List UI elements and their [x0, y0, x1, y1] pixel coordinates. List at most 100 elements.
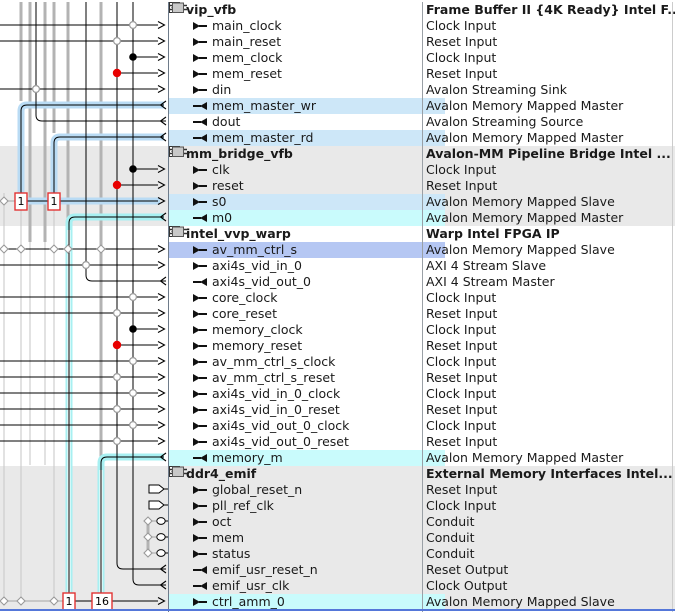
description-cell: Clock Input: [426, 50, 497, 65]
name-cell[interactable]: mem_clock: [169, 50, 445, 66]
port-name: din: [212, 82, 232, 97]
description-cell: Reset Input: [426, 306, 498, 321]
name-cell[interactable]: axi4s_vid_out_0: [169, 274, 445, 290]
name-cell[interactable]: core_clock: [169, 290, 445, 306]
description-cell: Avalon Streaming Source: [426, 114, 584, 129]
name-cell[interactable]: emif_usr_reset_n: [169, 562, 445, 578]
wires: [0, 0, 168, 602]
name-cell[interactable]: main_clock: [169, 18, 445, 34]
input-port-icon: [193, 597, 207, 607]
name-cell[interactable]: av_mm_ctrl_s_reset: [169, 370, 445, 386]
name-cell[interactable]: mem_master_rd: [169, 130, 445, 146]
name-cell[interactable]: vip_vfb: [169, 2, 428, 18]
export-symbols[interactable]: [148, 484, 166, 557]
name-cell[interactable]: axi4s_vid_in_0_reset: [169, 402, 445, 418]
output-port-icon: [193, 133, 207, 143]
highlight-halos: [15, 101, 164, 593]
description-cell: AXI 4 Stream Master: [426, 274, 555, 289]
input-port-icon: [193, 341, 207, 351]
connection-matrix[interactable]: 1 1 1 16: [0, 0, 168, 612]
port-name: axi4s_vid_in_0: [212, 258, 302, 273]
port-name: av_mm_ctrl_s: [212, 242, 298, 257]
input-port-icon: [193, 357, 207, 367]
input-port-icon: [193, 437, 207, 447]
description-cell: Avalon Memory Mapped Master: [426, 98, 624, 113]
port-name: dout: [212, 114, 241, 129]
component-name: ddr4_emif: [186, 466, 257, 481]
description-cell: Reset Input: [426, 66, 498, 81]
description-cell: Clock Input: [426, 418, 497, 433]
input-port-icon: [193, 501, 207, 511]
input-port-icon: [193, 325, 207, 335]
name-cell[interactable]: axi4s_vid_in_0: [169, 258, 445, 274]
description-cell: Avalon Memory Mapped Master: [426, 210, 624, 225]
svg-text:1: 1: [18, 195, 25, 208]
name-cell[interactable]: din: [169, 82, 445, 98]
description-cell: Reset Output: [426, 562, 509, 577]
name-cell[interactable]: oct: [169, 514, 445, 530]
name-cell[interactable]: pll_ref_clk: [169, 498, 445, 514]
description-column-separator[interactable]: [422, 0, 423, 612]
connections-column-separator: [168, 0, 169, 612]
arbitration-boxes[interactable]: 1 1 1 16: [14, 192, 113, 611]
description-cell: Avalon Memory Mapped Slave: [426, 194, 615, 209]
port-name: mem_master_rd: [212, 130, 314, 145]
port-name: clk: [212, 162, 230, 177]
name-cell[interactable]: mem: [169, 530, 445, 546]
name-cell[interactable]: clk: [169, 162, 445, 178]
name-cell[interactable]: memory_clock: [169, 322, 445, 338]
name-cell[interactable]: main_reset: [169, 34, 445, 50]
name-cell[interactable]: mm_bridge_vfb: [169, 146, 428, 162]
port-name: mem_reset: [212, 66, 282, 81]
description-cell: Clock Input: [426, 354, 497, 369]
port-name: core_clock: [212, 290, 278, 305]
name-cell[interactable]: ctrl_amm_0: [169, 594, 445, 610]
component-name: intel_vvp_warp: [186, 226, 291, 241]
description-cell: Clock Input: [426, 386, 497, 401]
name-cell[interactable]: global_reset_n: [169, 482, 445, 498]
svg-text:16: 16: [95, 595, 109, 608]
input-port-icon: [193, 405, 207, 415]
output-chevrons: [159, 100, 167, 590]
name-cell[interactable]: dout: [169, 114, 445, 130]
port-name: core_reset: [212, 306, 277, 321]
name-cell[interactable]: memory_m: [169, 450, 445, 466]
port-name: m0: [212, 210, 233, 225]
output-port-icon: [193, 453, 207, 463]
name-cell[interactable]: reset: [169, 178, 445, 194]
junction-markers[interactable]: [0, 21, 153, 606]
name-cell[interactable]: axi4s_vid_in_0_clock: [169, 386, 445, 402]
name-cell[interactable]: core_reset: [169, 306, 445, 322]
port-name: reset: [212, 178, 244, 193]
input-port-icon: [193, 53, 207, 63]
name-cell[interactable]: m0: [169, 210, 445, 226]
input-port-icon: [193, 517, 207, 527]
name-cell[interactable]: av_mm_ctrl_s: [169, 242, 445, 258]
name-cell[interactable]: emif_usr_clk: [169, 578, 445, 594]
port-name: axi4s_vid_in_0_clock: [212, 386, 341, 401]
name-cell[interactable]: ddr4_emif: [169, 466, 428, 482]
description-cell: Clock Input: [426, 162, 497, 177]
input-port-icon: [193, 165, 207, 175]
name-cell[interactable]: memory_reset: [169, 338, 445, 354]
name-cell[interactable]: mem_master_wr: [169, 98, 445, 114]
port-name: s0: [212, 194, 227, 209]
port-name: axi4s_vid_out_0_clock: [212, 418, 350, 433]
name-cell[interactable]: axi4s_vid_out_0_clock: [169, 418, 445, 434]
input-port-icon: [193, 485, 207, 495]
description-cell: Reset Input: [426, 434, 498, 449]
name-cell[interactable]: axi4s_vid_out_0_reset: [169, 434, 445, 450]
name-cell[interactable]: s0: [169, 194, 445, 210]
name-cell[interactable]: av_mm_ctrl_s_clock: [169, 354, 445, 370]
port-name: av_mm_ctrl_s_clock: [212, 354, 336, 369]
description-cell: Clock Input: [426, 18, 497, 33]
name-cell[interactable]: mem_reset: [169, 66, 445, 82]
input-port-icon: [193, 421, 207, 431]
name-cell[interactable]: intel_vvp_warp: [169, 226, 428, 242]
port-name: mem_clock: [212, 50, 283, 65]
port-name: emif_usr_reset_n: [212, 562, 318, 577]
description-cell: Reset Input: [426, 482, 498, 497]
description-cell: Avalon Streaming Sink: [426, 82, 567, 97]
input-port-icon: [193, 69, 207, 79]
name-cell[interactable]: status: [169, 546, 445, 562]
